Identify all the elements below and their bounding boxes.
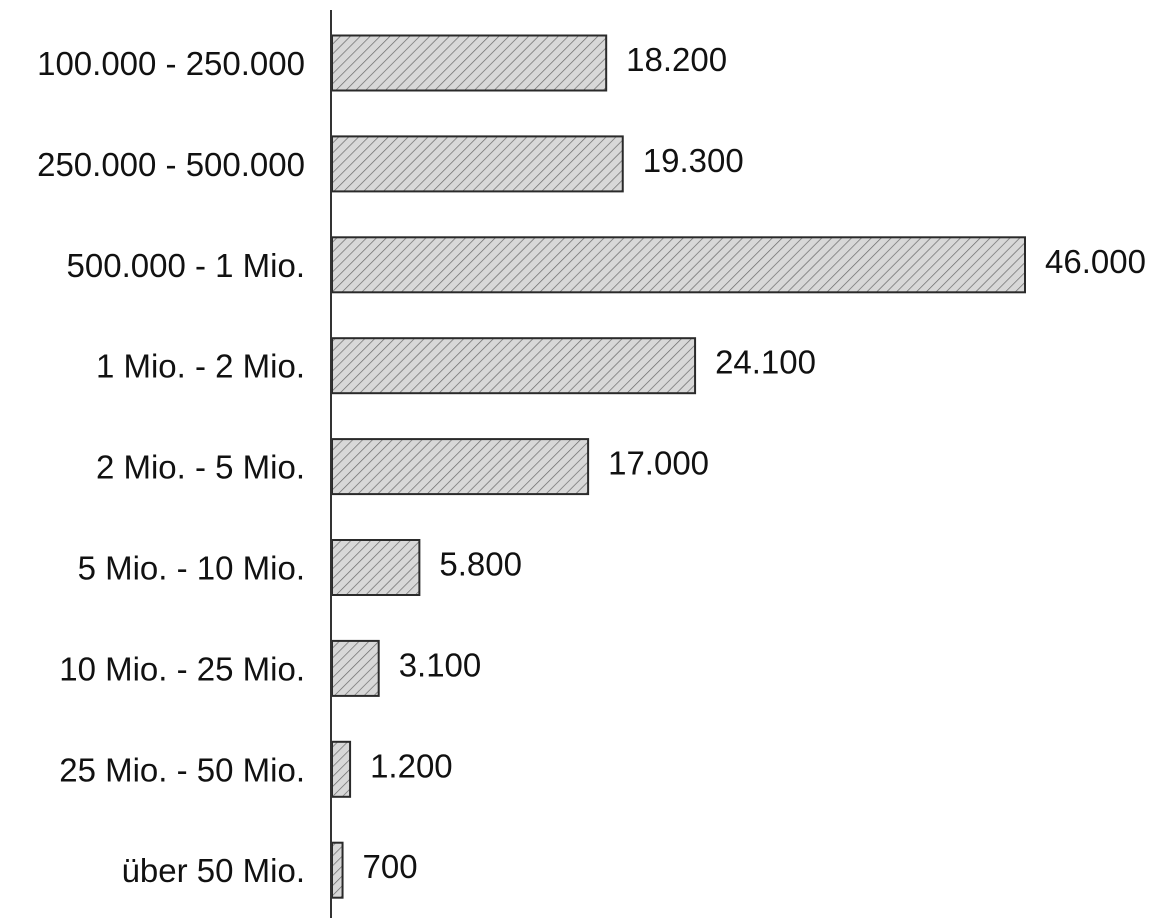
bar	[331, 539, 421, 596]
value-label: 1.200	[370, 747, 453, 784]
category-label: 5 Mio. - 10 Mio.	[78, 550, 305, 587]
category-label: 500.000 - 1 Mio.	[67, 247, 305, 284]
bar	[331, 740, 352, 798]
value-label: 17.000	[608, 445, 709, 482]
category-label: 10 Mio. - 25 Mio.	[59, 650, 305, 687]
bar	[331, 236, 1026, 294]
bars-layer	[331, 34, 1026, 899]
bar	[331, 34, 608, 92]
value-label: 5.800	[439, 546, 522, 583]
category-label: 250.000 - 500.000	[37, 146, 305, 183]
category-label: 2 Mio. - 5 Mio.	[96, 449, 305, 486]
bar	[331, 438, 590, 496]
value-label: 24.100	[715, 344, 816, 381]
labels-layer: 100.000 - 250.000 18.200 250.000 - 500.000…	[37, 41, 1146, 889]
bar	[331, 135, 624, 193]
category-label: 25 Mio. - 50 Mio.	[59, 751, 305, 788]
value-label: 3.100	[399, 646, 482, 683]
category-label: 100.000 - 250.000	[37, 45, 305, 82]
bar	[331, 639, 380, 697]
bar	[331, 841, 344, 899]
value-label: 46.000	[1045, 243, 1146, 280]
value-label: 18.200	[626, 41, 727, 78]
category-label: 1 Mio. - 2 Mio.	[96, 348, 305, 385]
value-label: 700	[363, 848, 418, 885]
bar	[331, 337, 697, 395]
value-label: 19.300	[643, 142, 744, 179]
category-label: über 50 Mio.	[122, 852, 305, 889]
